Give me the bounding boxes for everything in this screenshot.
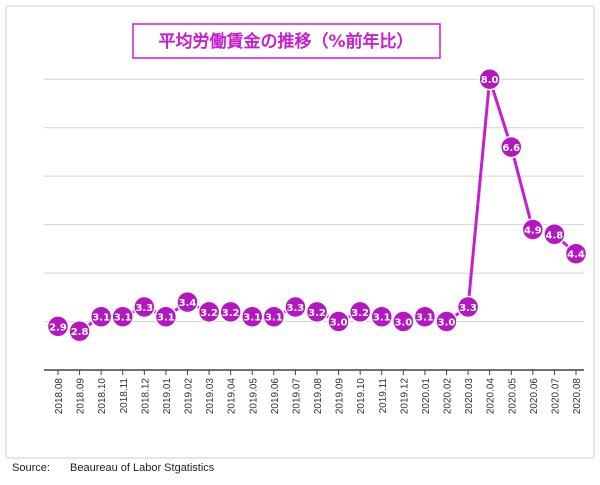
data-point bbox=[154, 305, 178, 328]
x-tick-label: 2018.10 bbox=[97, 378, 108, 415]
data-point bbox=[133, 295, 156, 319]
data-point bbox=[392, 310, 415, 333]
data-point bbox=[435, 310, 458, 333]
data-label: 3.2 bbox=[351, 308, 369, 319]
data-label: 3.2 bbox=[200, 308, 218, 319]
data-markers: 2.9 2.83.1 3.13.33.13.43.2 3.2 3.1 3.13.3 3.23… bbox=[46, 67, 588, 343]
data-label: 4.8 bbox=[546, 230, 564, 241]
data-point bbox=[68, 319, 91, 343]
x-tick-label: 2019.09 bbox=[335, 378, 346, 415]
x-tick-label: 2019.06 bbox=[270, 378, 281, 415]
data-label: 2.9 bbox=[49, 322, 67, 333]
x-tick-label: 2019.01 bbox=[162, 378, 173, 415]
data-point bbox=[262, 305, 286, 328]
source-text: Beaureau of Labor Stgatistics bbox=[70, 462, 215, 474]
data-label: 4.9 bbox=[524, 225, 542, 236]
x-tick-label: 2019.02 bbox=[184, 378, 195, 415]
data-point bbox=[478, 67, 501, 91]
x-tick-labels: 2018.08 2018.09 2018.10 2018.11 2018.12 2019.… bbox=[54, 378, 583, 415]
data-label: 3.3 bbox=[135, 303, 153, 314]
x-tick-label: 2018.11 bbox=[119, 378, 130, 414]
source-label: Source: bbox=[12, 462, 50, 474]
data-point bbox=[370, 305, 393, 328]
data-point bbox=[564, 242, 588, 265]
data-label: 3.1 bbox=[373, 313, 391, 324]
chart-title-border bbox=[132, 23, 441, 59]
data-label: 3.3 bbox=[287, 303, 305, 314]
data-point bbox=[305, 300, 329, 324]
data-point bbox=[219, 300, 242, 324]
x-tick-label: 2019.04 bbox=[227, 378, 238, 415]
data-point bbox=[500, 135, 523, 159]
data-label: 3.2 bbox=[222, 308, 240, 319]
data-label: 6.6 bbox=[502, 143, 520, 154]
data-point bbox=[456, 295, 480, 319]
data-point bbox=[327, 310, 350, 333]
data-point bbox=[413, 305, 437, 328]
data-label: 3.0 bbox=[394, 318, 412, 329]
data-label: 2.8 bbox=[71, 327, 89, 338]
x-tick-label: 2018.12 bbox=[140, 378, 151, 415]
x-tick-label: 2019.05 bbox=[248, 378, 259, 415]
data-label: 3.1 bbox=[265, 313, 283, 324]
x-tick-label: 2019.08 bbox=[313, 378, 324, 415]
data-point bbox=[543, 223, 566, 246]
data-label: 3.1 bbox=[92, 313, 110, 324]
data-point bbox=[348, 300, 372, 324]
x-tick-label: 2020.06 bbox=[529, 378, 540, 415]
chart-title-box: 平均労働賃金の推移（%前年比） bbox=[132, 23, 441, 59]
data-label: 3.1 bbox=[157, 313, 175, 324]
data-label: 3.0 bbox=[330, 318, 348, 329]
x-tick-marks bbox=[57, 370, 577, 375]
data-label: 3.3 bbox=[459, 303, 477, 314]
source-note: Source: Beaureau of Labor Stgatistics bbox=[12, 462, 214, 474]
data-label: 3.1 bbox=[243, 313, 261, 324]
data-label: 4.4 bbox=[567, 250, 585, 261]
x-tick-label: 2020.02 bbox=[443, 378, 454, 415]
data-label: 3.2 bbox=[308, 308, 326, 319]
data-label: 3.4 bbox=[179, 298, 197, 309]
data-point bbox=[176, 290, 199, 314]
x-tick-label: 2020.01 bbox=[421, 378, 432, 415]
x-tick-label: 2020.07 bbox=[550, 378, 561, 415]
x-tick-label: 2018.08 bbox=[54, 378, 65, 415]
x-tick-label: 2019.03 bbox=[205, 378, 216, 415]
x-tick-label: 2019.11 bbox=[378, 378, 389, 414]
chart-title: 平均労働賃金の推移（%前年比） bbox=[158, 31, 413, 52]
x-tick-label: 2019.07 bbox=[291, 378, 302, 415]
data-label: 3.1 bbox=[416, 313, 434, 324]
x-tick-label: 2020.03 bbox=[464, 378, 475, 415]
x-tick-label: 2019.10 bbox=[356, 378, 367, 415]
data-label: 8.0 bbox=[481, 75, 499, 86]
data-label: 3.0 bbox=[438, 318, 456, 329]
data-point bbox=[46, 315, 70, 338]
data-point bbox=[284, 295, 307, 319]
data-point bbox=[521, 218, 545, 241]
x-tick-label: 2018.09 bbox=[76, 378, 87, 415]
x-tick-label: 2020.08 bbox=[572, 378, 583, 415]
x-tick-label: 2020.05 bbox=[507, 378, 518, 415]
x-tick-label: 2019.12 bbox=[399, 378, 410, 415]
data-point bbox=[111, 305, 134, 328]
data-label: 3.1 bbox=[114, 313, 132, 324]
x-tick-label: 2020.04 bbox=[486, 378, 497, 415]
